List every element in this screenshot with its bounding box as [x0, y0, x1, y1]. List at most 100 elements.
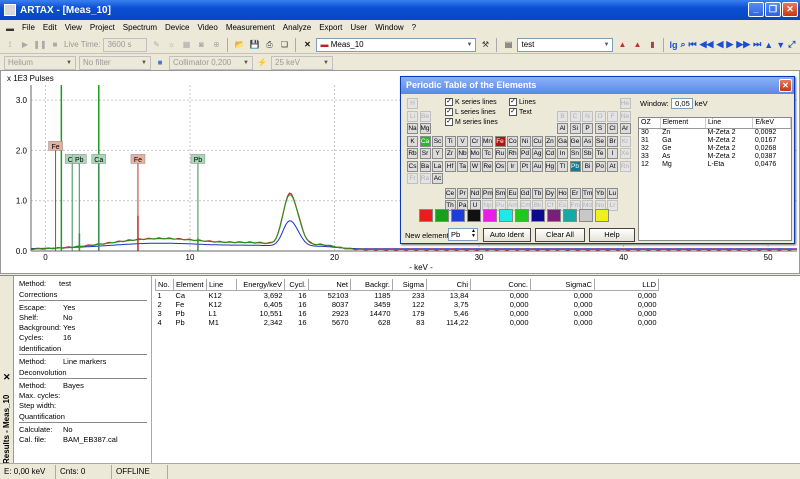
element-cr[interactable]: Cr	[469, 135, 481, 147]
clear-all-button[interactable]: Clear All	[535, 228, 585, 242]
element-ni[interactable]: Ni	[519, 135, 531, 147]
voltage-select[interactable]: 25 keV ▼	[271, 55, 333, 70]
element-rn[interactable]: Rn	[619, 160, 631, 172]
element-ir[interactable]: Ir	[507, 160, 518, 172]
menu-file[interactable]: File	[22, 23, 35, 32]
results-column-header[interactable]: Line	[206, 279, 237, 291]
menu-user[interactable]: User	[350, 23, 368, 32]
restore-button[interactable]: ❐	[765, 2, 781, 17]
element-al[interactable]: Al	[557, 123, 568, 134]
results-column-header[interactable]: No.	[155, 279, 174, 291]
element-ne[interactable]: Ne	[619, 110, 631, 122]
element-as[interactable]: As	[582, 135, 593, 147]
element-he[interactable]: He	[619, 98, 631, 109]
color-swatch[interactable]	[499, 209, 513, 222]
element-at[interactable]: At	[607, 160, 618, 172]
menu-spectrum[interactable]: Spectrum	[122, 23, 158, 32]
element-ba[interactable]: Ba	[419, 160, 431, 172]
element-ce[interactable]: Ce	[444, 187, 456, 199]
spectrum-icon[interactable]: ▲	[633, 40, 642, 49]
lamp-icon[interactable]: ☼	[167, 40, 176, 49]
results-column-header[interactable]: SigmaC	[530, 279, 595, 291]
next-icon[interactable]: ▶	[726, 39, 734, 49]
element-lr[interactable]: Lr	[607, 200, 618, 211]
menu-measurement[interactable]: Measurement	[225, 23, 275, 32]
results-row[interactable]: 1 Ca K12 3,692 16 52103 1185 233 13,84 0,000 0,000…	[156, 290, 659, 300]
menu-export[interactable]: Export	[319, 23, 343, 32]
results-column-header[interactable]: Cycl.	[284, 279, 309, 291]
help-button[interactable]: Help	[589, 228, 635, 242]
element-os[interactable]: Os	[494, 160, 506, 172]
color-swatch[interactable]	[451, 209, 465, 222]
element-ca[interactable]: Ca	[419, 135, 431, 147]
element-yb[interactable]: Yb	[594, 187, 606, 199]
menu-edit[interactable]: Edit	[42, 23, 57, 32]
auto-ident-button[interactable]: Auto Ident	[483, 228, 531, 242]
element-table-row[interactable]: 33 As M-Zeta 2 0,0387	[639, 153, 791, 161]
element-eu[interactable]: Eu	[507, 187, 518, 199]
element-tb[interactable]: Tb	[532, 187, 543, 199]
settings-icon[interactable]: ✎	[153, 40, 160, 49]
element-cs[interactable]: Cs	[407, 160, 418, 172]
element-sm[interactable]: Sm	[494, 187, 506, 199]
element-la[interactable]: La	[432, 160, 443, 172]
color-swatch[interactable]	[563, 209, 577, 222]
element-sr[interactable]: Sr	[419, 148, 431, 159]
color-swatch[interactable]	[467, 209, 481, 222]
element-table-row[interactable]: 31 Ga M-Zeta 2 0,0167	[639, 137, 791, 145]
copy-icon[interactable]: ❏	[280, 40, 289, 49]
lines-checkbox[interactable]: ✓ Lines	[509, 98, 536, 106]
element-br[interactable]: Br	[607, 135, 618, 147]
element-hf[interactable]: Hf	[444, 160, 456, 172]
element-er[interactable]: Er	[569, 187, 581, 199]
element-cu[interactable]: Cu	[532, 135, 543, 147]
atmosphere-select[interactable]: Helium ▼	[4, 55, 76, 70]
element-sc[interactable]: Sc	[432, 135, 443, 147]
fit-icon[interactable]: ⤢	[788, 39, 796, 49]
up-icon[interactable]: ▲	[764, 39, 774, 50]
text-checkbox[interactable]: ✓ Text	[509, 108, 532, 116]
menu-project[interactable]: Project	[89, 23, 115, 32]
play-icon[interactable]: ▶	[21, 40, 29, 49]
save-icon[interactable]: 💾	[249, 40, 260, 49]
element-table-row[interactable]: 30 Zn M-Zeta 2 0,0092	[639, 128, 791, 137]
element-ru[interactable]: Ru	[494, 148, 506, 159]
print-icon[interactable]: ⎙	[266, 39, 273, 49]
element-p[interactable]: P	[582, 123, 593, 134]
element-ho[interactable]: Ho	[557, 187, 568, 199]
results-column-header[interactable]: Energy/keV	[236, 279, 285, 291]
element-pm[interactable]: Pm	[482, 187, 493, 199]
element-table-row[interactable]: 32 Ge M-Zeta 2 0,0268	[639, 145, 791, 153]
camera-icon[interactable]: ◙	[199, 40, 204, 49]
element-v[interactable]: V	[457, 135, 468, 147]
spectrum-svg[interactable]: x 1E3 Pulses - keV - 0 10 20 30 40 50 0.0 1.0 2.…	[1, 71, 799, 273]
window-input[interactable]: 0,05	[670, 98, 693, 109]
element-be[interactable]: Be	[419, 110, 431, 122]
element-th[interactable]: Th	[444, 200, 456, 211]
periodic-close-button[interactable]: ✕	[779, 79, 792, 92]
element-f[interactable]: F	[607, 110, 618, 122]
color-swatch[interactable]	[419, 209, 433, 222]
color-swatch[interactable]	[515, 209, 529, 222]
results-column-header[interactable]: Net	[308, 279, 351, 291]
zoom-icon[interactable]: ⌕	[680, 39, 686, 49]
close-button[interactable]: ✕	[782, 2, 798, 17]
element-pb[interactable]: Pb	[569, 160, 581, 172]
method-select[interactable]: test ▼	[517, 37, 614, 52]
element-co[interactable]: Co	[507, 135, 518, 147]
element-ti[interactable]: Ti	[444, 135, 456, 147]
peaks-icon[interactable]: ▲	[618, 40, 627, 49]
element-tl[interactable]: Tl	[557, 160, 568, 172]
element-w[interactable]: W	[469, 160, 481, 172]
element-nd[interactable]: Nd	[469, 187, 481, 199]
menu-analyze[interactable]: Analyze	[282, 23, 312, 32]
element-po[interactable]: Po	[594, 160, 606, 172]
l-series-checkbox[interactable]: ✓ L series lines	[445, 108, 496, 116]
element-ta[interactable]: Ta	[457, 160, 468, 172]
live-time-input[interactable]: 3600 s	[103, 37, 148, 52]
bars-icon[interactable]: ▮	[650, 40, 655, 49]
element-table-header[interactable]: Element	[660, 118, 706, 129]
element-zn[interactable]: Zn	[544, 135, 556, 147]
element-ge[interactable]: Ge	[569, 135, 581, 147]
element-xe[interactable]: Xe	[619, 148, 631, 159]
